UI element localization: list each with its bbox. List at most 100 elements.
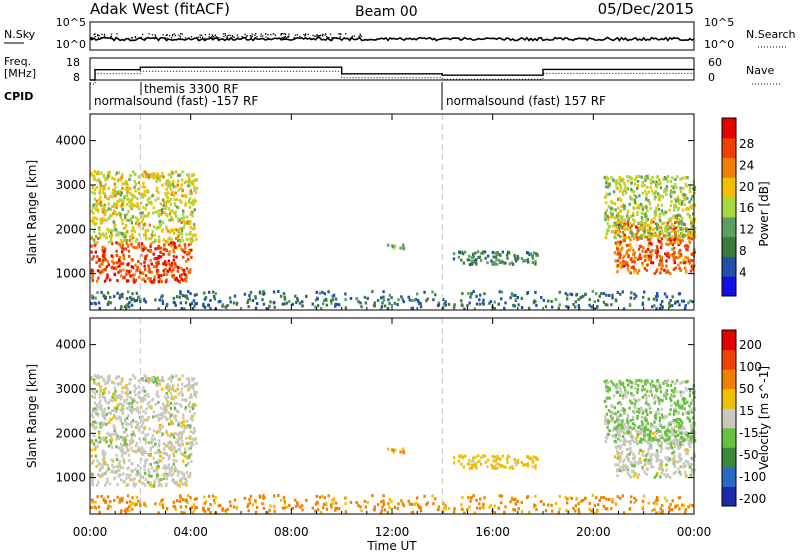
- power-echo-cell: [109, 236, 113, 240]
- power-echo-cell: [626, 249, 629, 253]
- power-echo-cell: [630, 189, 634, 193]
- power-echo-cell: [93, 197, 97, 201]
- velocity-echo-cell: [92, 442, 96, 446]
- freq-tick-bottom: 8: [73, 71, 80, 84]
- power-echo-cell: [683, 266, 687, 270]
- power-echo-cell: [154, 198, 157, 202]
- velocity-echo-cell: [107, 467, 110, 471]
- noise-dot: [304, 34, 307, 36]
- velocity-echo-cell: [101, 452, 104, 456]
- velocity-echo-cell: [137, 411, 141, 415]
- velocity-echo-cell: [184, 399, 188, 402]
- power-echo-cell: [272, 300, 276, 304]
- power-echo-cell: [481, 251, 484, 255]
- power-echo-cell: [687, 259, 690, 263]
- power-echo-cell: [136, 205, 139, 208]
- power-echo-cell: [547, 299, 550, 303]
- velocity-echo-cell: [110, 435, 113, 439]
- power-echo-cell: [97, 170, 100, 174]
- power-echo-cell: [442, 297, 445, 301]
- power-echo-cell: [91, 268, 94, 272]
- power-echo-cell: [574, 305, 577, 309]
- velocity-echo-cell: [677, 404, 681, 408]
- velocity-echo-cell: [169, 388, 173, 391]
- power-echo-cell: [106, 275, 109, 279]
- velocity-echo-cell: [660, 462, 663, 466]
- power-echo-cell: [497, 258, 501, 262]
- velocity-echo-cell: [178, 403, 182, 407]
- power-echo-cell: [161, 183, 164, 187]
- power-echo-cell: [114, 202, 117, 206]
- velocity-echo-cell: [99, 422, 102, 426]
- power-echo-cell: [667, 255, 670, 259]
- velocity-echo-cell: [501, 464, 504, 468]
- noise-dot: [151, 34, 154, 36]
- velocity-echo-cell: [663, 425, 666, 429]
- velocity-echo-cell: [143, 389, 147, 393]
- power-echo-cell: [677, 251, 681, 255]
- power-echo-cell: [119, 307, 123, 311]
- power-echo-cell: [625, 243, 629, 247]
- power-echo-cell: [355, 297, 359, 301]
- power-echo-cell: [617, 247, 620, 251]
- power-echo-cell: [444, 303, 447, 307]
- velocity-echo-cell: [119, 449, 123, 453]
- velocity-echo-cell: [137, 422, 140, 426]
- velocity-echo-cell: [96, 405, 99, 409]
- power-echo-cell: [119, 293, 122, 297]
- velocity-echo-cell: [147, 380, 151, 384]
- power-echo-cell: [106, 197, 109, 201]
- velocity-echo-cell: [623, 411, 626, 415]
- velocity-echo-cell: [316, 508, 320, 512]
- power-echo-cell: [654, 233, 658, 237]
- power-echo-cell: [108, 235, 112, 238]
- velocity-echo-cell: [188, 409, 192, 413]
- noise-dot: [216, 36, 218, 38]
- velocity-echo-cell: [684, 431, 688, 434]
- velocity-echo-cell: [526, 462, 529, 466]
- noise-dot: [181, 33, 183, 35]
- velocity-echo-cell: [177, 483, 181, 487]
- power-echo-cell: [107, 229, 110, 233]
- velocity-echo-cell: [651, 379, 654, 383]
- y-tick-label: 1000: [55, 471, 86, 485]
- noise-dot: [280, 34, 282, 36]
- velocity-echo-cell: [558, 494, 561, 498]
- power-echo-cell: [165, 194, 168, 197]
- velocity-echo-cell: [125, 383, 128, 387]
- velocity-echo-cell: [618, 386, 621, 389]
- power-echo-cell: [617, 219, 621, 223]
- velocity-echo-cell: [133, 399, 137, 403]
- velocity-echo-cell: [118, 500, 121, 504]
- velocity-echo-cell: [357, 504, 360, 508]
- power-echo-cell: [434, 293, 437, 297]
- velocity-echo-cell: [165, 453, 168, 456]
- velocity-echo-cell: [104, 500, 107, 504]
- power-echo-cell: [254, 306, 258, 310]
- velocity-echo-cell: [171, 394, 174, 398]
- power-echo-cell: [684, 182, 688, 186]
- velocity-echo-cell: [520, 461, 524, 464]
- power-echo-cell: [641, 263, 645, 267]
- power-echo-cell: [183, 307, 186, 311]
- velocity-echo-cell: [193, 438, 196, 442]
- power-echo-cell: [631, 231, 634, 235]
- velocity-echo-cell: [655, 502, 658, 506]
- noise-dot: [146, 37, 148, 39]
- velocity-echo-cell: [512, 497, 515, 501]
- velocity-echo-cell: [128, 408, 132, 412]
- power-echo-cell: [158, 178, 161, 182]
- velocity-echo-cell: [623, 408, 626, 412]
- power-echo-cell: [162, 198, 165, 202]
- power-echo-cell: [534, 290, 537, 294]
- velocity-echo-cell: [671, 458, 674, 462]
- power-echo-cell: [540, 296, 543, 299]
- power-echo-cell: [619, 261, 622, 265]
- velocity-echo-cell: [387, 447, 390, 451]
- velocity-echo-cell: [611, 500, 614, 504]
- velocity-echo-cell: [123, 398, 126, 402]
- velocity-echo-cell: [470, 495, 473, 499]
- power-echo-cell: [618, 229, 621, 233]
- velocity-echo-cell: [672, 471, 676, 475]
- power-echo-cell: [640, 175, 643, 179]
